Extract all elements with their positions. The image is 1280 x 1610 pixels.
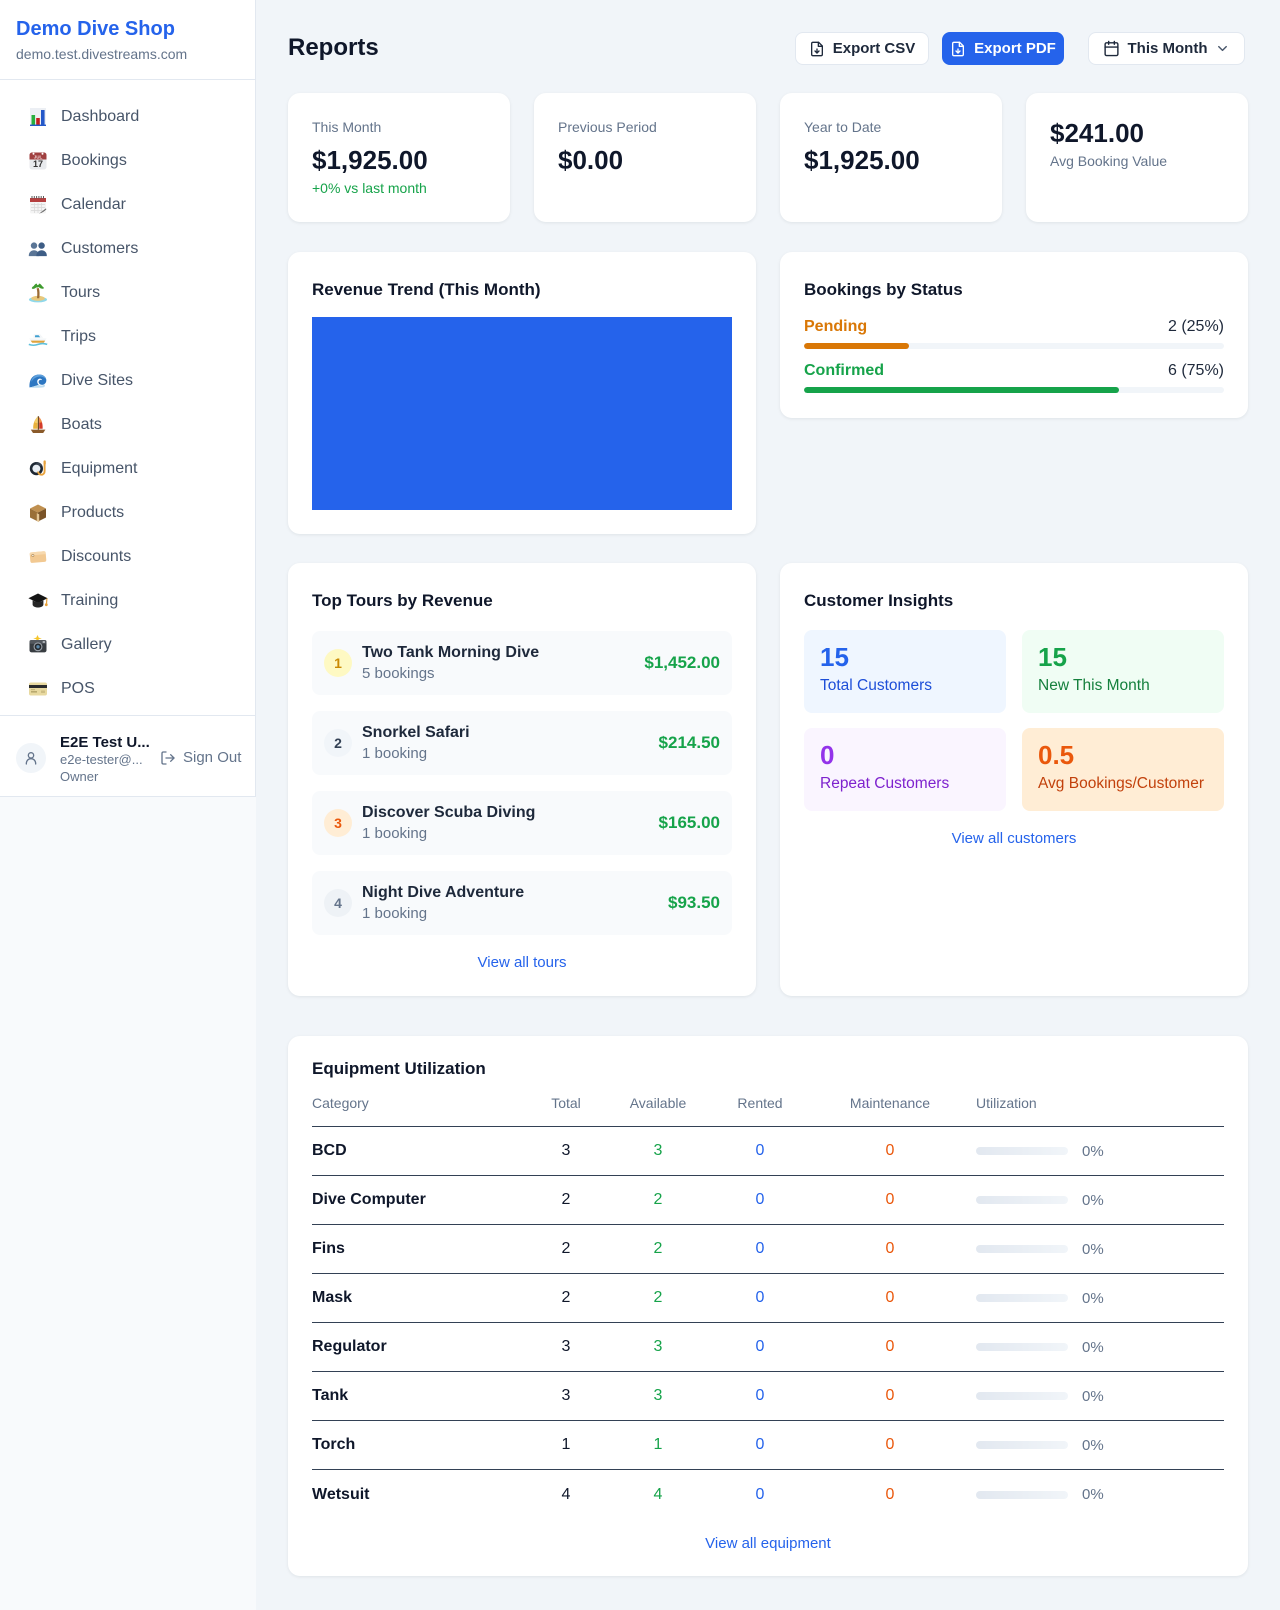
svg-text:JUL: JUL <box>34 155 43 160</box>
svg-text:17: 17 <box>33 159 43 169</box>
